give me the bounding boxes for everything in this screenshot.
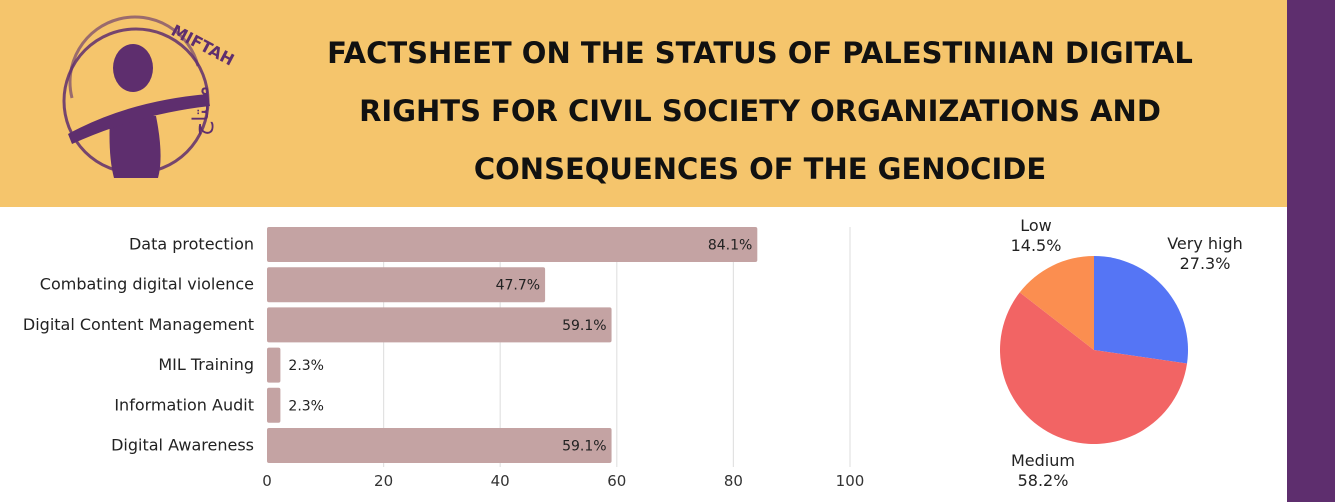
bar bbox=[267, 347, 281, 383]
title-line-2: RIGHTS FOR CIVIL SOCIETY ORGANIZATIONS A… bbox=[359, 94, 1161, 128]
x-tick-label: 40 bbox=[491, 472, 510, 490]
title-line-1: FACTSHEET ON THE STATUS OF PALESTINIAN D… bbox=[327, 36, 1193, 70]
category-label: Digital Content Management bbox=[23, 315, 254, 334]
category-label: MIL Training bbox=[158, 355, 254, 374]
x-tick-label: 100 bbox=[836, 472, 865, 490]
category-label: Data protection bbox=[129, 235, 254, 254]
category-label: Information Audit bbox=[114, 395, 254, 414]
pie-label-medium: Medium 58.2% bbox=[988, 451, 1098, 491]
pie-label-very-high: Very high 27.3% bbox=[1150, 234, 1260, 274]
data-label: 2.3% bbox=[288, 358, 324, 374]
x-tick-label: 80 bbox=[724, 472, 743, 490]
data-label: 59.1% bbox=[562, 318, 606, 334]
pie-label-medium-name: Medium bbox=[1011, 451, 1075, 470]
header-banner: MIFTAH مفتاح FACTSHEET ON THE STATUS OF … bbox=[0, 0, 1287, 207]
page-title: FACTSHEET ON THE STATUS OF PALESTINIAN D… bbox=[300, 24, 1220, 198]
data-label: 2.3% bbox=[288, 398, 324, 414]
bar bbox=[267, 227, 758, 262]
bar bbox=[267, 307, 612, 343]
pie-label-low-value: 14.5% bbox=[1010, 236, 1062, 255]
pie-label-very-high-value: 27.3% bbox=[1179, 254, 1231, 273]
x-tick-label: 60 bbox=[607, 472, 626, 490]
miftah-logo: MIFTAH مفتاح bbox=[62, 15, 237, 178]
pie-label-medium-value: 58.2% bbox=[1017, 471, 1069, 490]
title-line-3: CONSEQUENCES OF THE GENOCIDE bbox=[473, 152, 1047, 186]
pie-slice bbox=[1000, 292, 1188, 444]
data-label: 59.1% bbox=[562, 439, 606, 455]
x-tick-label: 0 bbox=[262, 472, 272, 490]
category-label: Combating digital violence bbox=[40, 275, 254, 294]
pie-label-very-high-name: Very high bbox=[1167, 234, 1243, 253]
bar bbox=[267, 428, 612, 463]
bar bbox=[267, 387, 281, 423]
bar-chart: 0 20 40 60 80 100 Data protection 84.1% Combatin… bbox=[23, 227, 865, 490]
pie-slice bbox=[1019, 256, 1094, 350]
bar bbox=[267, 267, 546, 303]
logo-arabic: مفتاح bbox=[189, 86, 214, 136]
logo-wordmark: MIFTAH bbox=[168, 21, 237, 70]
pie-chart bbox=[1000, 256, 1188, 444]
data-label: 84.1% bbox=[708, 238, 752, 254]
pie-label-low-name: Low bbox=[1020, 216, 1052, 235]
category-label: Digital Awareness bbox=[111, 436, 254, 455]
pie-slice bbox=[1094, 256, 1188, 364]
x-tick-label: 20 bbox=[374, 472, 393, 490]
pie-label-low: Low 14.5% bbox=[981, 216, 1091, 256]
data-label: 47.7% bbox=[496, 278, 540, 294]
right-accent-bar bbox=[1287, 0, 1335, 502]
